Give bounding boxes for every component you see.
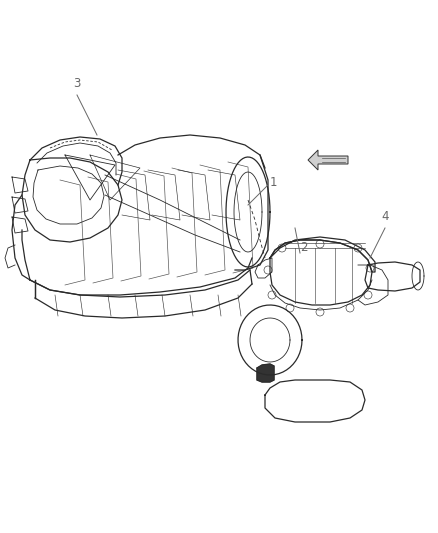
Polygon shape <box>308 150 348 170</box>
Text: 1: 1 <box>270 176 278 190</box>
Text: 3: 3 <box>73 77 81 90</box>
Polygon shape <box>257 364 274 382</box>
Text: 4: 4 <box>381 210 389 223</box>
Text: 2: 2 <box>300 241 307 254</box>
